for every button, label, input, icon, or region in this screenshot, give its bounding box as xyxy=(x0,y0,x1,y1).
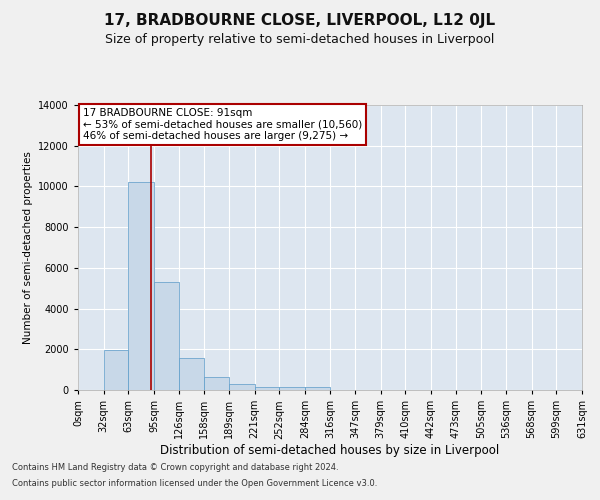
Bar xyxy=(104,350,128,390)
Bar xyxy=(254,386,279,390)
Text: Contains HM Land Registry data © Crown copyright and database right 2024.: Contains HM Land Registry data © Crown c… xyxy=(12,464,338,472)
Y-axis label: Number of semi-detached properties: Number of semi-detached properties xyxy=(23,151,32,344)
Text: Contains public sector information licensed under the Open Government Licence v3: Contains public sector information licen… xyxy=(12,478,377,488)
Bar xyxy=(179,358,204,390)
Bar xyxy=(279,387,305,390)
X-axis label: Distribution of semi-detached houses by size in Liverpool: Distribution of semi-detached houses by … xyxy=(160,444,500,457)
Text: 17, BRADBOURNE CLOSE, LIVERPOOL, L12 0JL: 17, BRADBOURNE CLOSE, LIVERPOOL, L12 0JL xyxy=(104,12,496,28)
Bar xyxy=(154,282,179,390)
Bar xyxy=(128,182,154,390)
Bar xyxy=(305,388,331,390)
Bar xyxy=(204,378,229,390)
Text: 17 BRADBOURNE CLOSE: 91sqm
← 53% of semi-detached houses are smaller (10,560)
46: 17 BRADBOURNE CLOSE: 91sqm ← 53% of semi… xyxy=(83,108,362,141)
Text: Size of property relative to semi-detached houses in Liverpool: Size of property relative to semi-detach… xyxy=(106,32,494,46)
Bar xyxy=(229,384,254,390)
